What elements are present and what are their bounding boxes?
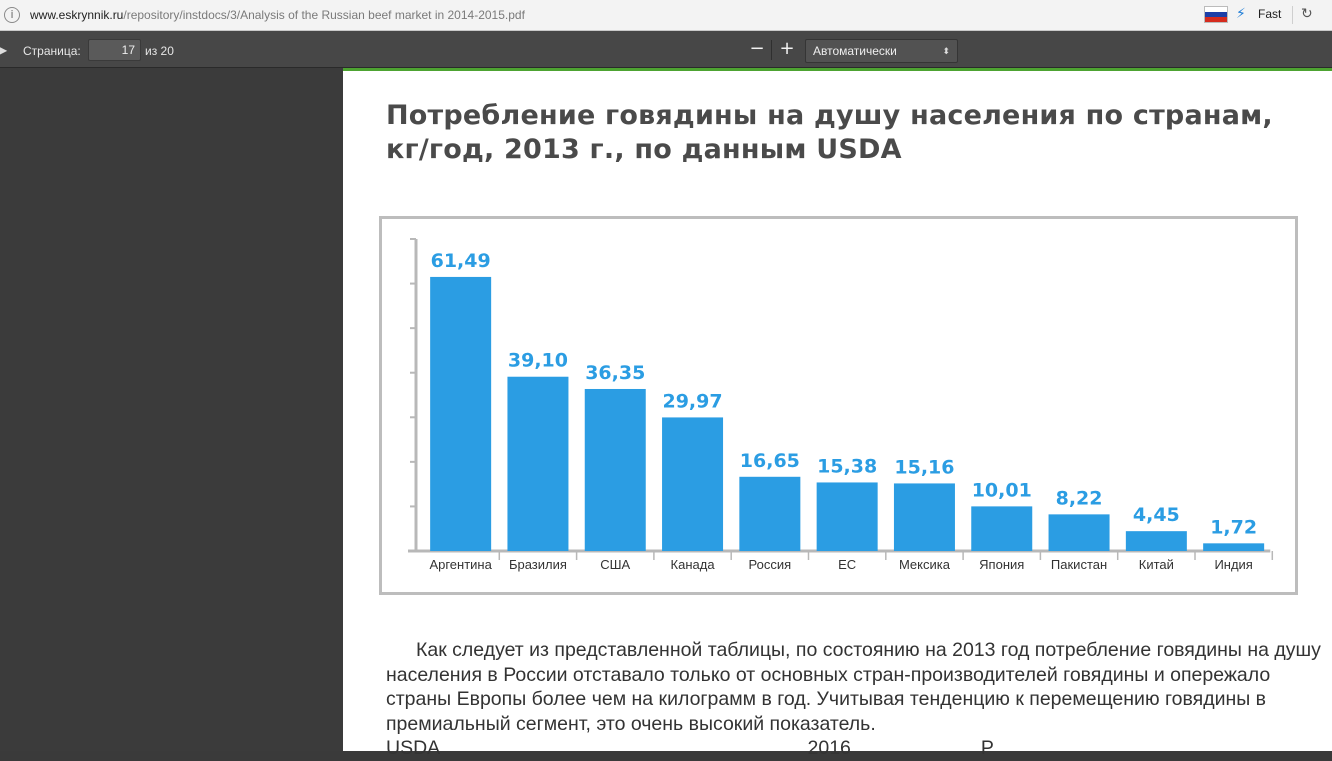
data-label: 39,10 <box>508 350 568 372</box>
chart-frame: 61,49 Аргентина 39,10 Бразилия 36,35 США 29,97… <box>379 216 1298 595</box>
bar <box>662 417 724 551</box>
address-bar[interactable]: i www.eskrynnik.ru/repository/instdocs/3… <box>0 0 1332 31</box>
category-label: Аргентина <box>429 557 492 572</box>
pdf-toolbar: ▶ Страница: 17 из 20 − + Автоматически ⬍ <box>0 31 1332 68</box>
data-label: 29,97 <box>662 390 722 412</box>
page-number-input[interactable]: 17 <box>88 39 141 61</box>
sidebar-toggle-icon[interactable]: ▶ <box>0 43 8 57</box>
data-label: 15,16 <box>894 456 954 478</box>
select-arrows-icon: ⬍ <box>942 46 950 56</box>
body-text: Как следует из представленной таблицы, п… <box>386 638 1332 761</box>
bar <box>893 483 955 551</box>
category-label: Япония <box>979 557 1024 572</box>
data-label: 10,01 <box>972 479 1032 501</box>
bar <box>739 476 801 551</box>
category-label: Китай <box>1139 557 1174 572</box>
page-title: Потребление говядины на душу населения п… <box>386 100 1273 165</box>
zoom-out-button[interactable]: − <box>749 38 765 59</box>
category-label: Россия <box>749 557 792 572</box>
paragraph: USDA 2016 Р <box>386 737 994 759</box>
data-label: 61,49 <box>431 250 491 272</box>
page-label: Страница: <box>23 44 81 58</box>
category-label: Канада <box>671 557 716 572</box>
category-label: ЕС <box>838 557 856 572</box>
data-label: 15,38 <box>817 455 877 477</box>
data-label: 4,45 <box>1133 504 1180 526</box>
russian-flag-icon[interactable] <box>1204 6 1228 23</box>
bar-chart: 61,49 Аргентина 39,10 Бразилия 36,35 США 29,97… <box>408 238 1274 572</box>
divider <box>1292 6 1293 24</box>
data-label: 1,72 <box>1210 516 1257 538</box>
bar <box>584 388 646 551</box>
pdf-page[interactable]: Потребление говядины на душу населения п… <box>343 68 1332 759</box>
bar <box>1048 514 1110 551</box>
data-label: 16,65 <box>740 450 800 472</box>
data-label: 36,35 <box>585 362 645 384</box>
category-label: Пакистан <box>1051 557 1107 572</box>
bar <box>971 506 1033 551</box>
divider <box>771 40 772 60</box>
category-label: США <box>600 557 630 572</box>
fast-extension-label[interactable]: Fast <box>1258 7 1282 21</box>
category-label: Индия <box>1214 557 1252 572</box>
paragraph: Как следует из представленной таблицы, п… <box>386 639 1327 735</box>
zoom-select-value: Автоматически <box>813 44 897 58</box>
site-info-icon[interactable]: i <box>4 7 20 23</box>
url-text[interactable]: www.eskrynnik.ru/repository/instdocs/3/A… <box>30 8 525 22</box>
bar <box>1125 531 1187 551</box>
data-label: 8,22 <box>1056 487 1103 509</box>
category-label: Бразилия <box>509 557 567 572</box>
zoom-in-button[interactable]: + <box>779 38 795 59</box>
category-label: Мексика <box>899 557 951 572</box>
bar <box>1203 543 1265 551</box>
reload-icon[interactable]: ↻ <box>1301 6 1313 22</box>
bar <box>507 376 569 551</box>
viewer-background <box>0 68 343 751</box>
bar <box>816 482 878 551</box>
fast-extension-icon[interactable]: ⚡ <box>1236 6 1246 22</box>
page-total-label: из 20 <box>145 44 174 58</box>
zoom-select[interactable]: Автоматически ⬍ <box>805 39 958 63</box>
bar <box>430 276 492 551</box>
